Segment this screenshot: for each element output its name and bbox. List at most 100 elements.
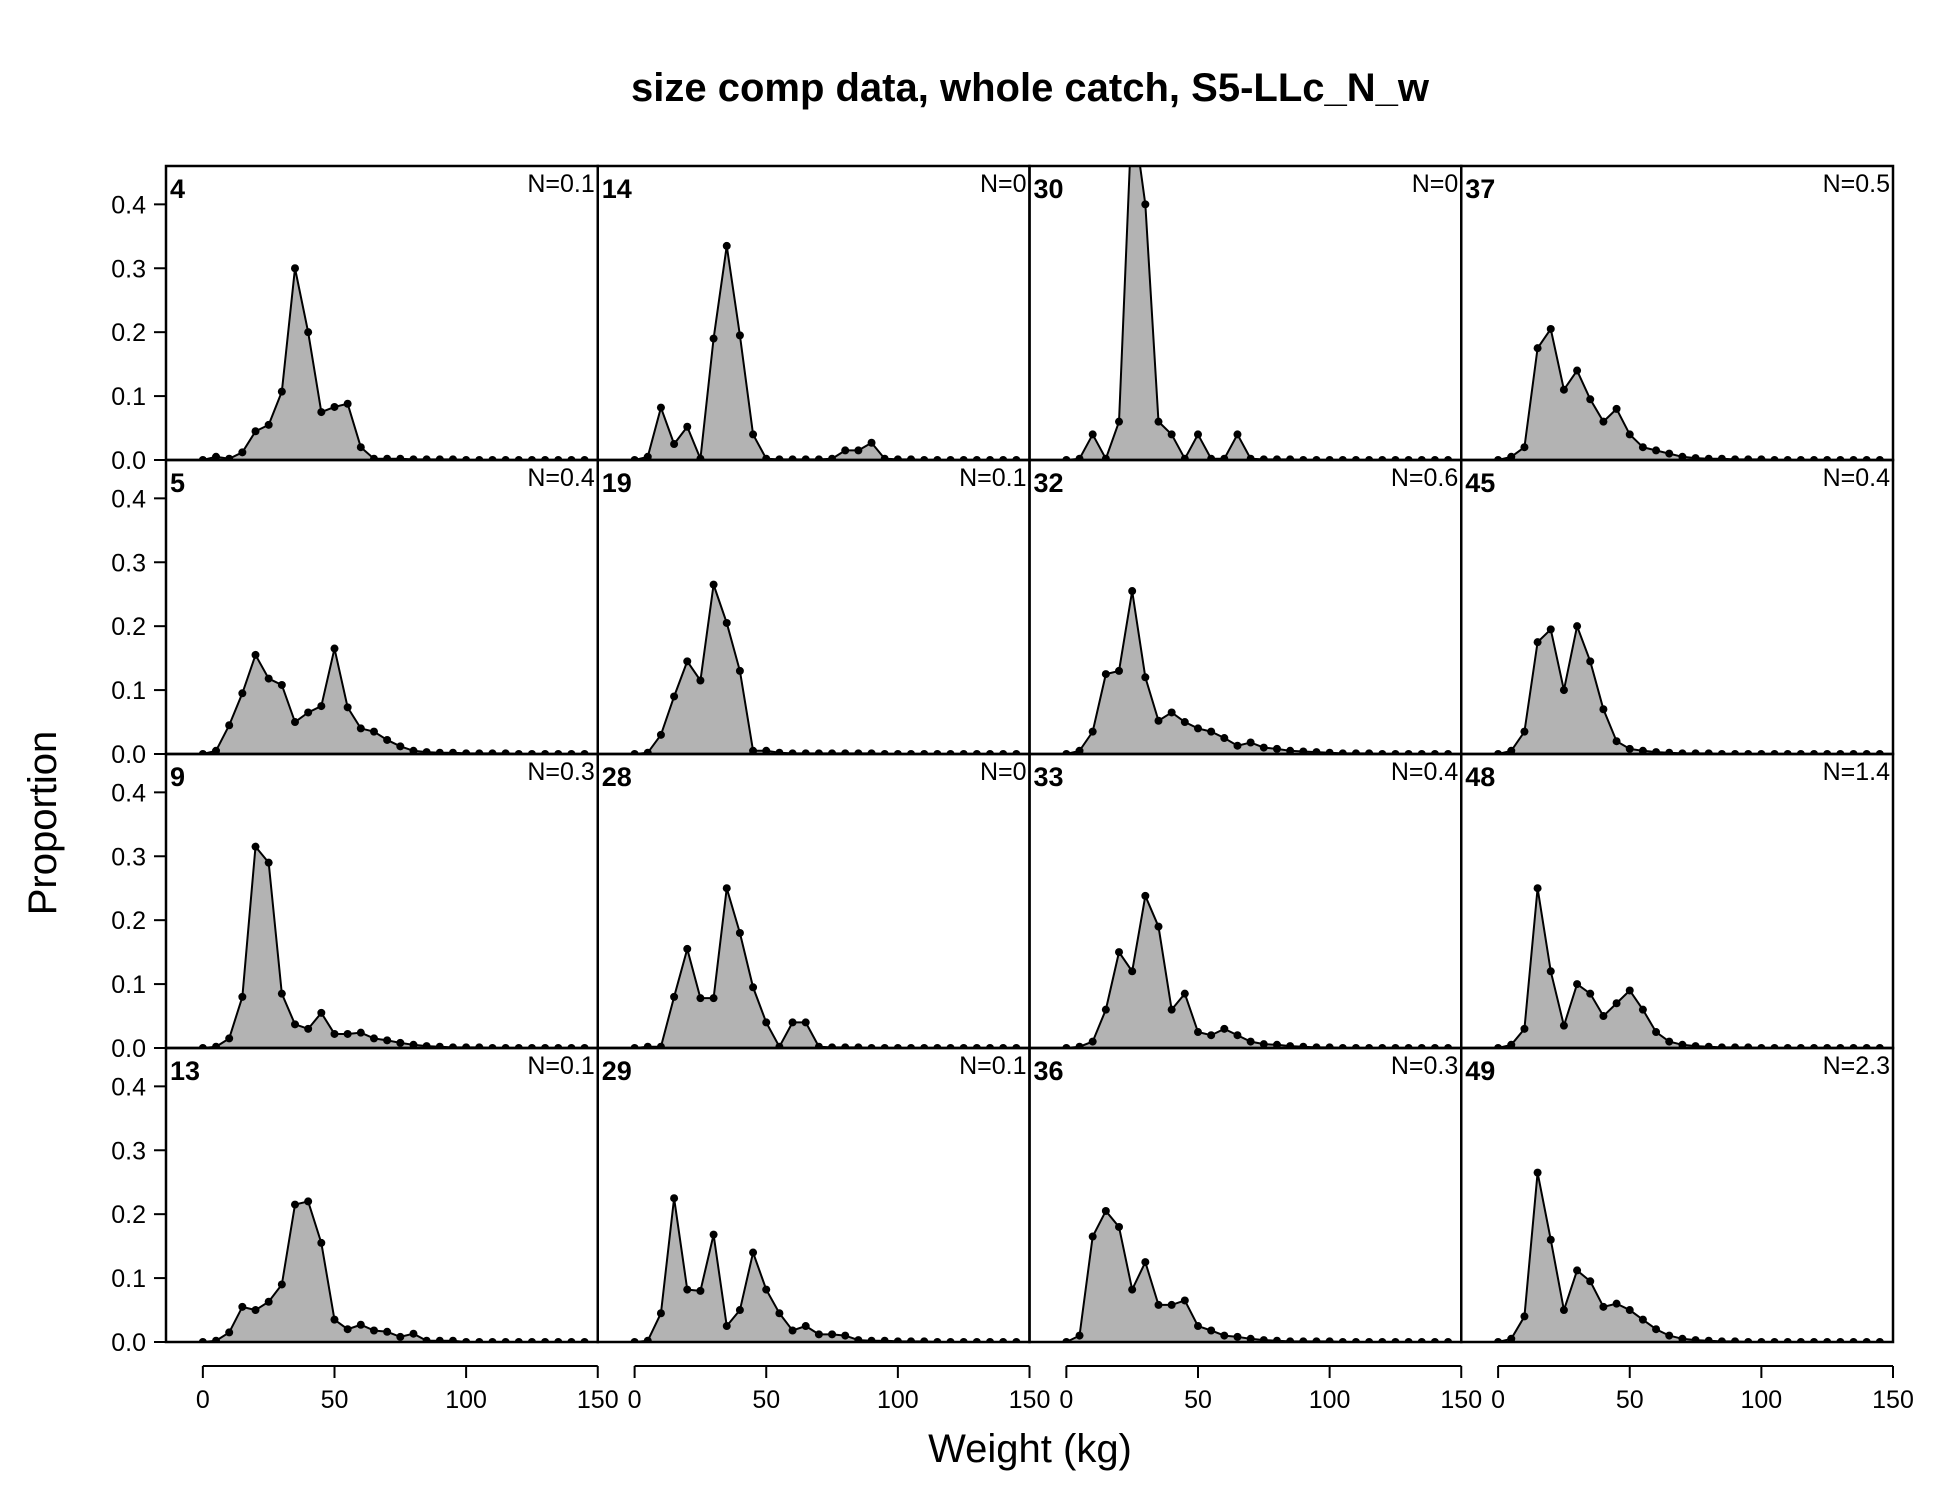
data-point [1299, 747, 1308, 754]
x-tick-label: 50 [1616, 1386, 1644, 1414]
data-point [775, 748, 784, 754]
data-point [1272, 1040, 1281, 1048]
x-tick-label: 100 [445, 1386, 487, 1414]
data-point [683, 944, 692, 953]
y-tick-label: 0.4 [111, 191, 146, 219]
data-point [709, 334, 718, 343]
data-point [396, 742, 405, 751]
data-point [709, 580, 718, 589]
data-point [1286, 1042, 1295, 1048]
data-point [749, 746, 758, 754]
panel-frame [596, 458, 1031, 756]
data-point [1599, 417, 1608, 426]
panel-frame [164, 458, 599, 756]
data-point [1546, 324, 1555, 333]
data-point [435, 748, 444, 754]
panel-sample-size: N=0.4 [1823, 464, 1891, 492]
data-point [1154, 417, 1163, 426]
y-tick-label: 0.3 [111, 255, 146, 283]
panel-sample-size: N=0.1 [527, 170, 594, 198]
data-point [1704, 1042, 1713, 1048]
y-tick-label: 0.3 [111, 843, 146, 871]
data-point [683, 422, 692, 431]
data-point [1246, 1334, 1255, 1342]
series-area [1498, 888, 1880, 1048]
data-point [762, 1018, 771, 1027]
data-point [762, 1285, 771, 1294]
data-point [1259, 1336, 1268, 1342]
data-point [1141, 1258, 1150, 1267]
panel-frame [1460, 164, 1895, 462]
data-point [1533, 884, 1542, 893]
panel-37: 37 N=0.5 [1460, 164, 1895, 462]
data-point [1272, 744, 1281, 753]
data-point [356, 1028, 365, 1037]
data-point [1520, 443, 1529, 452]
panel-label: 5 [170, 468, 185, 498]
data-point [1193, 1322, 1202, 1331]
y-tick-label: 0.2 [111, 907, 146, 935]
x-tick-label: 0 [196, 1386, 210, 1414]
data-point [1128, 967, 1137, 976]
data-point [1115, 948, 1124, 957]
series-area [634, 1198, 1017, 1342]
data-point [264, 1297, 273, 1306]
data-point [396, 1038, 405, 1047]
data-point [801, 1322, 810, 1331]
data-point [749, 1248, 758, 1257]
data-point [1586, 657, 1595, 666]
data-point [225, 721, 234, 730]
data-point [1652, 446, 1661, 455]
data-point [1546, 1235, 1555, 1244]
data-point [422, 1336, 431, 1342]
data-point [1075, 1042, 1084, 1048]
data-point [290, 1020, 299, 1029]
data-point [1075, 746, 1084, 754]
x-tick-label: 100 [877, 1386, 919, 1414]
data-point [238, 992, 247, 1001]
series-line [202, 648, 585, 754]
x-tick-label: 100 [1741, 1386, 1783, 1414]
data-point [1691, 1042, 1700, 1048]
panel-frame [164, 164, 599, 462]
data-point [1691, 1336, 1700, 1342]
y-tick-label: 0.1 [111, 1265, 146, 1293]
data-point [749, 430, 758, 439]
panel-sample-size: N=0.1 [959, 464, 1026, 492]
data-point [225, 454, 234, 460]
data-point [854, 446, 863, 455]
panel-frame [1028, 752, 1463, 1050]
data-point [656, 730, 665, 739]
y-tick-label: 0.4 [111, 779, 146, 807]
panel-sample-size: N=0 [1412, 170, 1459, 198]
panel-label: 30 [1034, 174, 1064, 204]
data-point [212, 1336, 221, 1342]
data-point [1312, 748, 1321, 754]
data-point [1325, 748, 1334, 754]
data-point [1546, 625, 1555, 634]
data-point [735, 928, 744, 937]
data-point [1220, 454, 1229, 460]
panel-sample-size: N=2.3 [1823, 1052, 1890, 1080]
data-point [1115, 417, 1124, 426]
data-point [643, 748, 652, 754]
data-point [1507, 1040, 1516, 1048]
data-point [788, 1326, 797, 1335]
panel-sample-size: N=0.3 [1391, 1052, 1458, 1080]
data-point [238, 448, 247, 457]
data-point [1233, 1031, 1242, 1040]
data-point [1101, 454, 1110, 460]
data-point [369, 727, 378, 736]
data-point [317, 408, 326, 417]
series-line [1497, 1172, 1880, 1342]
data-point [1207, 1031, 1216, 1040]
data-point [1507, 746, 1516, 754]
panel-49: 49 N=2.3 [1460, 1046, 1895, 1344]
data-point [1520, 727, 1529, 736]
data-point [801, 1018, 810, 1027]
data-point [1167, 708, 1176, 717]
data-point [696, 1286, 705, 1295]
y-tick-label: 0.0 [111, 1035, 146, 1063]
data-point [775, 1042, 784, 1048]
